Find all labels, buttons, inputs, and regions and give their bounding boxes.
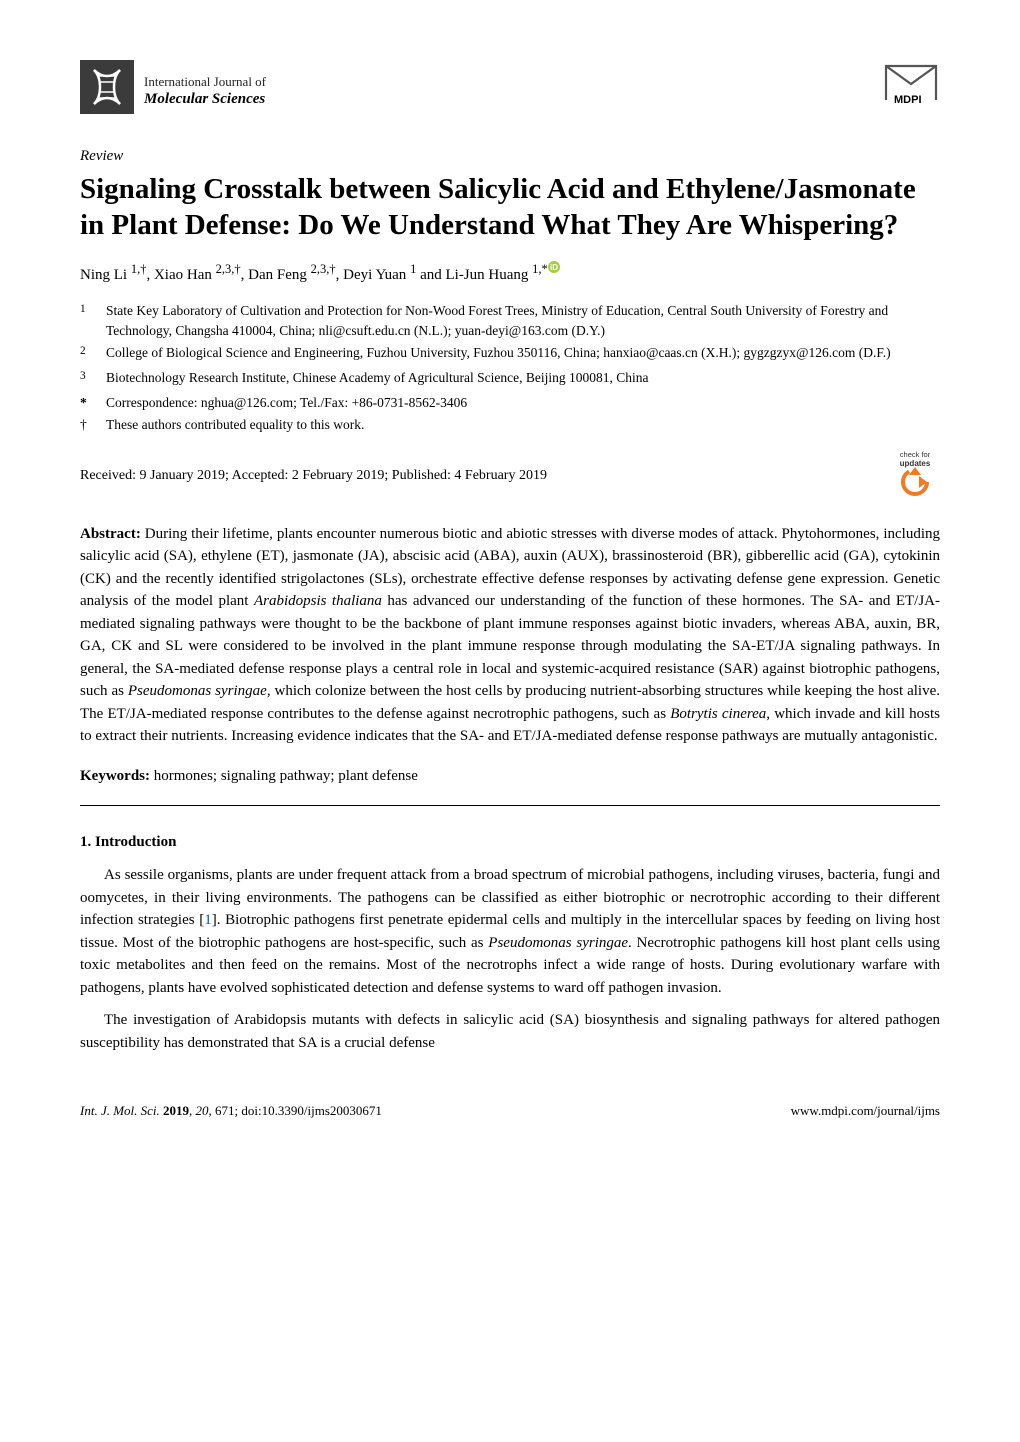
- affiliations-block: 1 State Key Laboratory of Cultivation an…: [80, 301, 940, 436]
- author-5: Li-Jun Huang: [445, 267, 528, 283]
- abstract-label: Abstract:: [80, 526, 141, 542]
- section-1-heading: 1. Introduction: [80, 832, 940, 854]
- affiliation-row: 2 College of Biological Science and Engi…: [80, 343, 940, 366]
- affiliation-row: † These authors contributed equality to …: [80, 415, 940, 435]
- journal-block: International Journal of Molecular Scien…: [80, 60, 266, 122]
- aff-text-2: College of Biological Science and Engine…: [106, 343, 940, 366]
- aff-num-1: 1: [80, 303, 86, 315]
- svg-text:iD: iD: [550, 263, 558, 272]
- aff-num-3: 3: [80, 370, 86, 382]
- intro-paragraph-1: As sessile organisms, plants are under f…: [80, 864, 940, 999]
- check-top-label: check for: [900, 450, 931, 459]
- reference-link-1[interactable]: 1: [204, 912, 212, 928]
- aff-text-1: State Key Laboratory of Cultivation and …: [106, 301, 940, 342]
- dates-row: Received: 9 January 2019; Accepted: 2 Fe…: [80, 447, 940, 504]
- page-header: International Journal of Molecular Scien…: [80, 60, 940, 122]
- check-for-updates-button[interactable]: check for updates: [890, 447, 940, 504]
- page-footer: Int. J. Mol. Sci. 2019, 20, 671; doi:10.…: [80, 1102, 940, 1121]
- author-3: Dan Feng: [248, 267, 307, 283]
- authors-line: Ning Li 1,†, Xiao Han 2,3,†, Dan Feng 2,…: [80, 259, 940, 287]
- intro-paragraph-2: The investigation of Arabidopsis mutants…: [80, 1009, 940, 1054]
- dates-line: Received: 9 January 2019; Accepted: 2 Fe…: [80, 466, 547, 486]
- affiliation-row: 1 State Key Laboratory of Cultivation an…: [80, 301, 940, 342]
- footer-citation: Int. J. Mol. Sci. 2019, 20, 671; doi:10.…: [80, 1102, 382, 1121]
- author-4-aff: 1: [410, 262, 416, 276]
- aff-text-equal: These authors contributed equality to th…: [106, 415, 940, 435]
- footer-journal-url[interactable]: www.mdpi.com/journal/ijms: [791, 1102, 940, 1121]
- author-1-aff: 1,†: [131, 262, 147, 276]
- journal-dna-icon: [80, 60, 134, 122]
- mdpi-logo-icon: MDPI: [882, 60, 940, 114]
- mdpi-text: MDPI: [894, 94, 922, 106]
- abstract-text: During their lifetime, plants encounter …: [80, 526, 940, 745]
- author-2: Xiao Han: [154, 267, 212, 283]
- keywords-label: Keywords:: [80, 768, 150, 784]
- journal-top-line: International Journal of: [144, 74, 266, 90]
- journal-text: International Journal of Molecular Scien…: [144, 74, 266, 108]
- abstract-block: Abstract: During their lifetime, plants …: [80, 523, 940, 748]
- separator-line: [80, 805, 940, 806]
- keywords-text: hormones; signaling pathway; plant defen…: [150, 768, 418, 784]
- author-5-aff: 1,*: [532, 262, 548, 276]
- author-4: Deyi Yuan: [343, 267, 406, 283]
- author-2-aff: 2,3,†: [216, 262, 241, 276]
- check-bottom-label: updates: [900, 459, 931, 468]
- aff-text-3: Biotechnology Research Institute, Chines…: [106, 368, 940, 391]
- affiliation-row: 3 Biotechnology Research Institute, Chin…: [80, 368, 940, 391]
- aff-num-2: 2: [80, 345, 86, 357]
- author-3-aff: 2,3,†: [311, 262, 336, 276]
- article-title: Signaling Crosstalk between Salicylic Ac…: [80, 171, 940, 244]
- author-1: Ning Li: [80, 267, 127, 283]
- affiliation-row: * Correspondence: nghua@126.com; Tel./Fa…: [80, 393, 940, 413]
- aff-num-corr: *: [80, 395, 87, 410]
- keywords-block: Keywords: hormones; signaling pathway; p…: [80, 766, 940, 788]
- journal-name: Molecular Sciences: [144, 90, 266, 108]
- aff-num-equal: †: [80, 415, 106, 435]
- orcid-icon[interactable]: iD: [548, 259, 560, 271]
- aff-text-corr: Correspondence: nghua@126.com; Tel./Fax:…: [106, 393, 940, 413]
- article-type: Review: [80, 146, 940, 168]
